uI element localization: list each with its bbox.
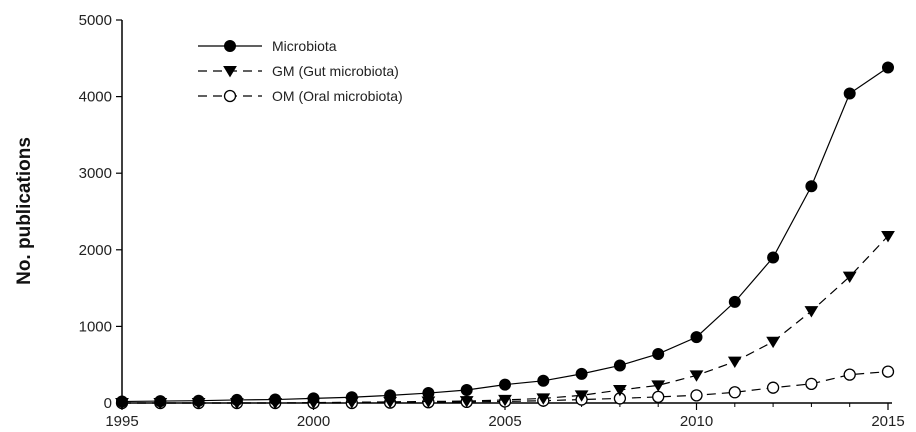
- data-point: [231, 394, 242, 405]
- series-line: [122, 67, 888, 401]
- data-point: [691, 332, 702, 343]
- data-point: [768, 252, 779, 263]
- legend-marker: [225, 91, 236, 102]
- data-point: [385, 390, 396, 401]
- x-tick-label: 2010: [680, 413, 713, 430]
- data-point: [767, 337, 779, 347]
- data-point: [193, 395, 204, 406]
- data-point: [155, 396, 166, 407]
- data-point: [614, 360, 625, 371]
- data-point: [117, 396, 128, 407]
- legend-label: GM (Gut microbiota): [272, 63, 399, 79]
- y-tick-label: 2000: [79, 242, 112, 259]
- data-point: [270, 394, 281, 405]
- axes: [122, 20, 892, 403]
- legend-label: OM (Oral microbiota): [272, 88, 403, 104]
- y-axis-title: No. publications: [14, 137, 35, 285]
- data-point: [461, 384, 472, 395]
- legend-marker: [225, 41, 236, 52]
- data-point: [653, 391, 664, 402]
- series-0: [117, 62, 894, 407]
- data-point: [576, 368, 587, 379]
- data-point: [768, 382, 779, 393]
- y-tick-label: 1000: [79, 318, 112, 335]
- x-tick-label: 2000: [297, 413, 330, 430]
- y-tick-label: 4000: [79, 89, 112, 106]
- data-point: [844, 369, 855, 380]
- data-point: [423, 388, 434, 399]
- data-point: [691, 390, 702, 401]
- data-point: [614, 385, 626, 395]
- ticks: 0 1000 2000 3000 4000 5000 1995 2000 2005 2010 201…: [79, 12, 905, 430]
- x-tick-label: 2015: [871, 413, 904, 430]
- data-point: [844, 88, 855, 99]
- data-point: [500, 379, 511, 390]
- x-tick-label: 2005: [488, 413, 521, 430]
- data-point: [729, 296, 740, 307]
- data-point: [805, 307, 817, 317]
- x-tick-label: 1995: [105, 413, 138, 430]
- y-tick-label: 3000: [79, 165, 112, 182]
- data-point: [806, 378, 817, 389]
- legend-label: Microbiota: [272, 38, 337, 54]
- series-layer: [116, 62, 894, 409]
- data-point: [883, 366, 894, 377]
- y-tick-label: 5000: [79, 12, 112, 29]
- data-point: [538, 375, 549, 386]
- data-point: [806, 181, 817, 192]
- data-point: [883, 62, 894, 73]
- data-point: [308, 393, 319, 404]
- data-point: [729, 357, 741, 367]
- y-tick-label: 0: [104, 395, 112, 412]
- data-point: [653, 348, 664, 359]
- legend: Microbiota GM (Gut microbiota) OM (Oral mi…: [198, 38, 403, 104]
- data-point: [691, 371, 703, 381]
- data-point: [729, 387, 740, 398]
- data-point: [346, 392, 357, 403]
